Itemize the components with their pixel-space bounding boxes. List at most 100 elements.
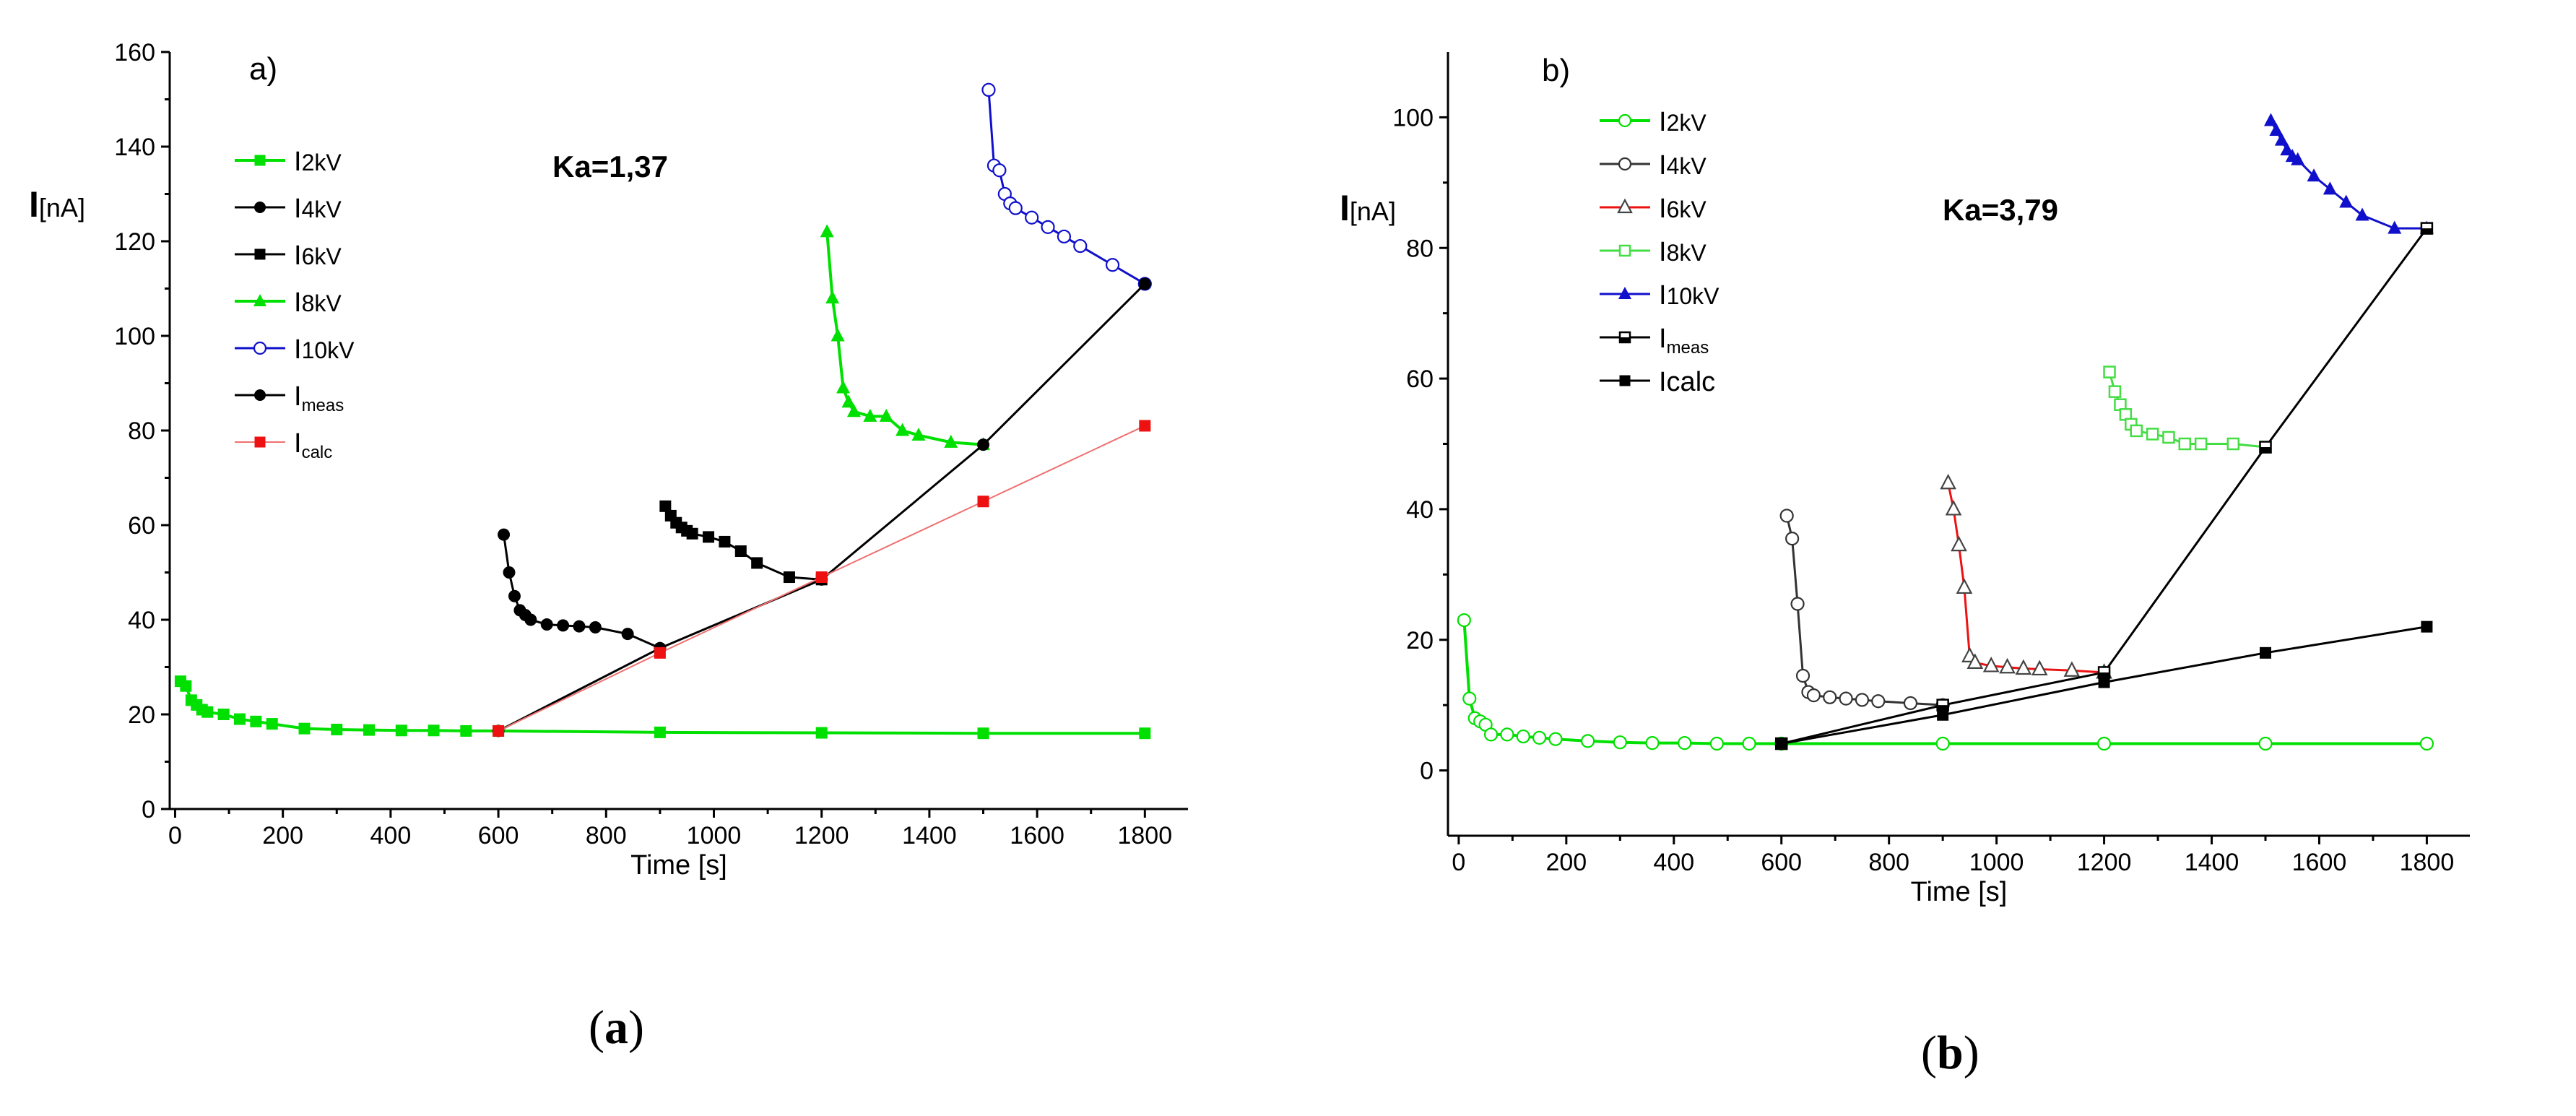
data-point [2339, 194, 2354, 208]
legend-label-main: I [294, 287, 302, 318]
data-point [621, 628, 634, 641]
legend-label: Imeas [294, 381, 344, 415]
series-line [2270, 120, 2427, 230]
data-point [2178, 437, 2192, 451]
data-point [2274, 132, 2289, 146]
legend-label-sub: 10kV [302, 337, 355, 363]
legend-swatch-marker [1618, 113, 1632, 128]
data-point [2421, 620, 2433, 633]
series-line [498, 282, 1146, 732]
data-point [524, 613, 537, 626]
legend-swatch-marker [253, 294, 266, 306]
data-point [1138, 277, 1151, 290]
data-point [217, 709, 230, 720]
data-point [2097, 666, 2111, 679]
data-point [2098, 676, 2110, 688]
series-imeas [1774, 222, 2434, 751]
data-point [2263, 113, 2278, 126]
legend-label-main: I [1659, 237, 1667, 267]
series-icalc [1775, 620, 2433, 750]
data-point [1008, 201, 1023, 215]
data-point [298, 722, 311, 735]
x-tick-label: 800 [1868, 849, 1909, 876]
x-tick-label: 400 [1653, 849, 1694, 876]
y-tick-label: 80 [128, 418, 155, 445]
legend-item-icalc: Icalc [235, 428, 332, 462]
data-point [508, 589, 521, 602]
data-point [1982, 657, 2000, 672]
data-point [977, 727, 989, 740]
x-tick-label: 600 [1761, 849, 1802, 876]
legend-item-imeas: Imeas [1600, 324, 1709, 358]
legend-swatch-marker [253, 341, 267, 355]
data-point [1105, 258, 1120, 272]
data-point [428, 724, 440, 737]
x-tick-label: 800 [586, 822, 627, 849]
data-point [266, 718, 278, 730]
caption-b: (b) [1921, 1026, 1979, 1081]
data-point [2307, 168, 2321, 182]
legend-label-main: I [1659, 150, 1667, 181]
legend-label-main: I [294, 241, 302, 271]
legend-item-i6kv: I6kV [235, 241, 342, 271]
data-point [1742, 736, 1756, 751]
data-point [654, 646, 666, 659]
data-point [503, 566, 516, 579]
data-point [1483, 727, 1499, 742]
data-point [2355, 207, 2369, 221]
ka-annotation: Ka=3,79 [1943, 193, 2058, 227]
legend-swatch-marker [1618, 287, 1631, 299]
legend-label-sub: 2kV [302, 150, 342, 176]
data-point [992, 163, 1007, 178]
data-point [654, 726, 666, 738]
series-i2kv [174, 675, 1151, 740]
legend-label-main: I [294, 428, 302, 459]
x-tick-label: 200 [262, 822, 303, 849]
x-tick-label: 1200 [2077, 849, 2132, 876]
data-point [2226, 437, 2240, 451]
data-point [944, 434, 958, 448]
data-point [1613, 735, 1627, 750]
data-point [751, 557, 763, 569]
data-point [863, 408, 877, 422]
data-point-fill [1937, 705, 1948, 711]
legend-swatch-marker [1619, 375, 1631, 386]
data-point [895, 423, 910, 436]
data-point [2388, 220, 2402, 234]
legend-label-sub: meas [1667, 338, 1709, 358]
y-tick-label: 60 [1406, 365, 1434, 393]
data-point [1795, 668, 1810, 683]
data-point [460, 724, 472, 737]
data-point [1041, 220, 1055, 234]
y-axis-title: I[nA] [29, 184, 85, 225]
legend-label-sub: 6kV [302, 243, 342, 269]
data-point [2103, 365, 2116, 379]
x-tick-label: 1600 [1010, 822, 1064, 849]
data-point [734, 545, 747, 558]
legend-item-i4kv: I4kV [1600, 150, 1707, 181]
x-tick-label: 1800 [1117, 822, 1172, 849]
data-point [2015, 659, 2032, 675]
data-point [719, 535, 731, 548]
legend-item-i6kv: I6kV [1600, 194, 1707, 224]
x-tick-label: 400 [370, 822, 412, 849]
x-axis-title: Time [s] [630, 850, 727, 881]
series-i4kv [1779, 509, 1950, 712]
legend-label-main: I [294, 381, 302, 412]
legend-label-main: Icalc [1659, 367, 1715, 397]
legend-swatch-marker [254, 389, 266, 401]
data-point [2162, 431, 2175, 444]
legend-label-sub: 2kV [1667, 110, 1707, 136]
legend-item-i2kv: I2kV [235, 147, 342, 177]
caption-b-letter: b [1936, 1026, 1964, 1079]
data-point [686, 527, 698, 540]
data-point [2260, 646, 2271, 659]
y-tick-label: 120 [114, 228, 155, 256]
data-point [1548, 732, 1563, 746]
legend-label: I4kV [1659, 150, 1707, 181]
legend-label: I6kV [1659, 194, 1707, 224]
legend-swatch-marker [1618, 157, 1632, 171]
data-point [2420, 222, 2434, 235]
data-point [540, 618, 553, 631]
